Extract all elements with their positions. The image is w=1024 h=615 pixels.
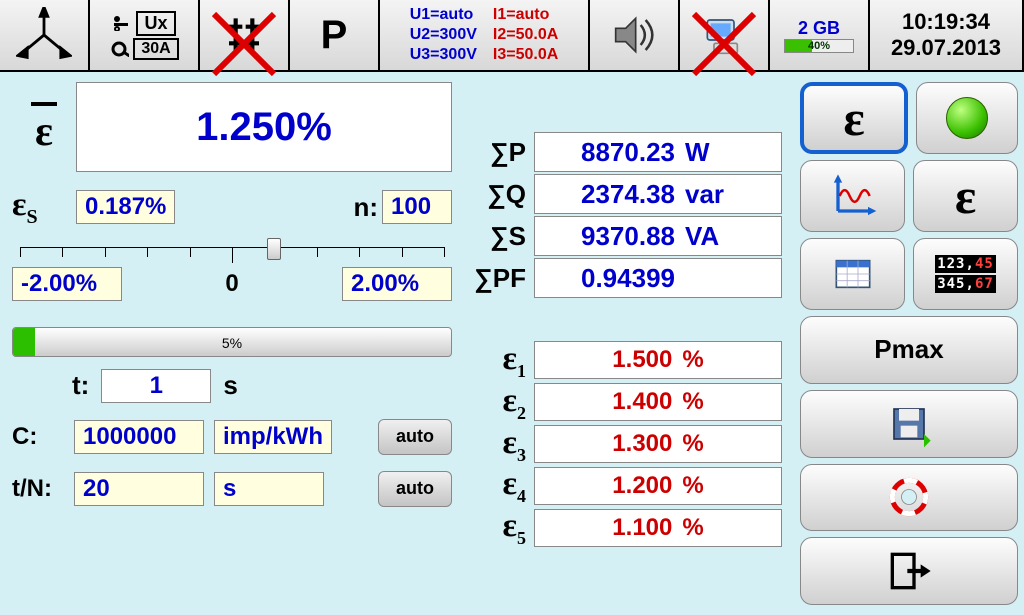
range-low-input[interactable]: -2.00% bbox=[12, 267, 122, 301]
c-value[interactable]: 1000000 bbox=[74, 420, 204, 454]
view-table-button[interactable] bbox=[800, 238, 905, 310]
slider-thumb[interactable] bbox=[267, 238, 281, 260]
memory-indicator: 2 GB 40% bbox=[770, 0, 870, 70]
eps4-value: 1.200% bbox=[534, 467, 782, 505]
view-epsilon-button[interactable]: ε bbox=[800, 82, 908, 154]
range-zero-label: 0 bbox=[225, 270, 238, 298]
epsilon-avg-value: 1.250% bbox=[76, 82, 452, 172]
sum-s-value: 9370.88VA bbox=[534, 216, 782, 256]
epsilon-avg-label: ε bbox=[12, 82, 76, 156]
range-ux-icon[interactable]: Ux 30A bbox=[90, 0, 200, 70]
tn-unit[interactable]: s bbox=[214, 472, 324, 506]
tn-auto-button[interactable]: auto bbox=[378, 471, 452, 507]
sum-pf-value: 0.94399 bbox=[534, 258, 782, 298]
sum-s-label: ∑S bbox=[466, 221, 534, 252]
epsilon-s-value[interactable]: 0.187% bbox=[76, 190, 175, 224]
errors-table: ε11.500% ε21.400% ε31.300% ε41.200% ε51.… bbox=[466, 340, 782, 549]
help-button[interactable] bbox=[800, 464, 1018, 532]
mode-p-indicator[interactable]: P bbox=[290, 0, 380, 70]
exit-button[interactable] bbox=[800, 537, 1018, 605]
counter-icon: 123,45 345,67 bbox=[935, 255, 996, 293]
epsilon-s-label: εS bbox=[12, 186, 76, 229]
t-unit: s bbox=[223, 370, 237, 401]
eps3-value: 1.300% bbox=[534, 425, 782, 463]
view-counter-button[interactable]: 123,45 345,67 bbox=[913, 238, 1018, 310]
t-label: t: bbox=[72, 370, 89, 401]
c-auto-button[interactable]: auto bbox=[378, 419, 452, 455]
sum-q-label: ∑Q bbox=[466, 179, 534, 210]
t-value[interactable]: 1 bbox=[101, 369, 211, 403]
tn-value[interactable]: 20 bbox=[74, 472, 204, 506]
clock-display: 10:19:34 29.07.2013 bbox=[870, 0, 1024, 70]
c-label: C: bbox=[12, 423, 64, 451]
tn-label: t/N: bbox=[12, 475, 64, 503]
range-high-input[interactable]: 2.00% bbox=[342, 267, 452, 301]
eps5-value: 1.100% bbox=[534, 509, 782, 547]
top-status-bar: Ux 30A P U1=autoU2=300VU3=300V I1=autoI2… bbox=[0, 0, 1024, 72]
phasor-icon[interactable] bbox=[0, 0, 90, 70]
n-value[interactable]: 100 bbox=[382, 190, 452, 224]
sum-p-value: 8870.23W bbox=[534, 132, 782, 172]
pc-disabled-icon[interactable] bbox=[680, 0, 770, 70]
eps5-label: ε5 bbox=[466, 507, 534, 549]
eps1-label: ε1 bbox=[466, 340, 534, 382]
pmax-button[interactable]: Pmax bbox=[800, 316, 1018, 384]
eps2-label: ε2 bbox=[466, 382, 534, 424]
sum-q-value: 2374.38var bbox=[534, 174, 782, 214]
side-buttons: ε ε 123,45 345,67 Pmax bbox=[794, 72, 1024, 615]
sum-p-label: ∑P bbox=[466, 137, 534, 168]
eps4-label: ε4 bbox=[466, 465, 534, 507]
eps2-value: 1.400% bbox=[534, 383, 782, 421]
c-unit[interactable]: imp/kWh bbox=[214, 420, 332, 454]
ui-ranges-display: U1=autoU2=300VU3=300V I1=autoI2=50.0AI3=… bbox=[380, 0, 590, 70]
eps3-label: ε3 bbox=[466, 424, 534, 466]
main-area: ε 1.250% εS 0.187% n: 100 -2.00% 0 bbox=[0, 72, 1024, 615]
sound-icon[interactable] bbox=[590, 0, 680, 70]
n-label: n: bbox=[353, 192, 378, 223]
eps1-value: 1.500% bbox=[534, 341, 782, 379]
error-range-slider[interactable]: -2.00% 0 2.00% bbox=[12, 247, 452, 301]
clamp-disabled-icon[interactable] bbox=[200, 0, 290, 70]
sums-table: ∑P8870.23W ∑Q2374.38var ∑S9370.88VA ∑PF0… bbox=[466, 132, 782, 300]
view-epsilon2-button[interactable]: ε bbox=[913, 160, 1018, 232]
save-button[interactable] bbox=[800, 390, 1018, 458]
progress-bar: 5% bbox=[12, 327, 452, 357]
sum-pf-label: ∑PF bbox=[466, 263, 534, 294]
status-led-button[interactable] bbox=[916, 82, 1018, 154]
green-led-icon bbox=[946, 97, 988, 139]
view-graph-button[interactable] bbox=[800, 160, 905, 232]
